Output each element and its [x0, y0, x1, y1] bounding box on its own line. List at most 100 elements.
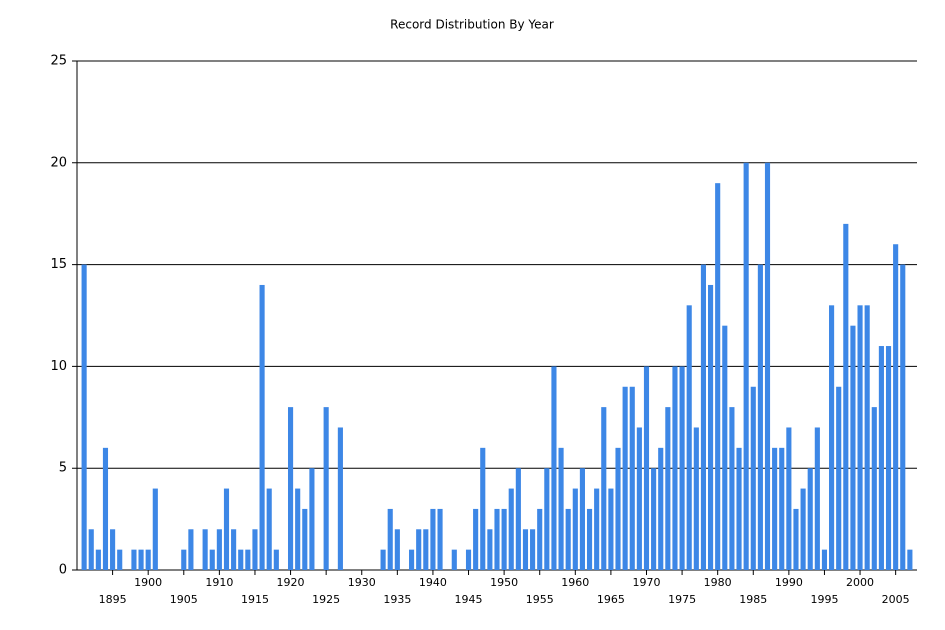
bar: [309, 468, 315, 570]
bar: [843, 223, 849, 570]
bar: [850, 325, 856, 570]
bar: [323, 407, 329, 570]
x-tick-label: 1910: [205, 576, 233, 589]
x-tick-label: 1980: [704, 576, 732, 589]
bar: [686, 305, 692, 570]
bar: [245, 549, 251, 570]
bar: [110, 529, 116, 570]
x-tick-label: 1940: [419, 576, 447, 589]
bar: [893, 244, 899, 571]
bar: [672, 366, 678, 570]
bar: [700, 264, 707, 570]
bar: [764, 162, 771, 571]
bar: [487, 529, 493, 570]
bar: [651, 468, 657, 570]
bar: [871, 407, 877, 570]
bar: [181, 549, 187, 570]
bar: [537, 508, 543, 570]
bar: [829, 305, 835, 570]
bar: [465, 549, 472, 570]
bar: [558, 447, 564, 570]
bar: [715, 183, 721, 570]
y-tick-label: 10: [50, 359, 67, 374]
bar: [216, 529, 222, 570]
x-tick-label: 1945: [455, 593, 483, 606]
bar: [252, 529, 258, 570]
bar: [515, 468, 521, 570]
bar: [131, 549, 137, 570]
bar: [821, 549, 828, 570]
bar: [572, 488, 578, 570]
bar: [757, 264, 763, 570]
bar: [779, 447, 785, 570]
bar: [729, 407, 735, 570]
bar: [707, 284, 714, 570]
bar: [259, 284, 265, 570]
bar: [643, 366, 650, 570]
x-tick-label: 1925: [312, 593, 340, 606]
bar: [266, 488, 272, 570]
bar: [202, 529, 208, 570]
bar: [814, 427, 820, 570]
bar: [857, 305, 863, 570]
bar: [743, 162, 749, 571]
bar: [508, 488, 514, 570]
bar: [736, 447, 742, 570]
bar: [88, 529, 94, 570]
bar: [238, 549, 244, 570]
bar: [231, 529, 237, 570]
bar: [885, 346, 892, 570]
bar: [615, 447, 621, 570]
bar: [394, 529, 400, 570]
bar: [494, 508, 500, 570]
bar: [473, 508, 479, 570]
y-tick-label: 15: [50, 257, 67, 272]
bar: [878, 346, 884, 570]
bar: [530, 529, 536, 570]
bar: [693, 427, 699, 570]
x-tick-label: 1920: [277, 576, 305, 589]
bar: [551, 366, 557, 570]
bar: [295, 488, 301, 570]
bar: [480, 447, 486, 570]
bar: [501, 508, 507, 570]
bar: [772, 447, 778, 570]
bar: [658, 447, 664, 570]
bar: [423, 529, 429, 570]
bar: [409, 549, 415, 570]
x-tick-label: 1970: [632, 576, 660, 589]
x-tick-label: 1985: [739, 593, 767, 606]
bar: [287, 407, 294, 570]
x-tick-label: 1935: [383, 593, 411, 606]
bar: [273, 549, 279, 570]
bar: [807, 468, 813, 570]
bar: [152, 488, 158, 570]
bar: [117, 549, 123, 570]
bar: [750, 386, 756, 570]
bar: [608, 488, 614, 570]
bar: [793, 508, 799, 570]
bar: [594, 488, 600, 570]
bar: [565, 508, 571, 570]
bar: [451, 549, 457, 570]
bar: [188, 529, 194, 570]
bar: [522, 529, 529, 570]
x-tick-label: 2005: [882, 593, 910, 606]
bar: [864, 305, 870, 570]
bar: [601, 407, 607, 570]
bar: [579, 468, 585, 570]
bar: [836, 386, 842, 570]
x-tick-label: 1995: [810, 593, 838, 606]
bar: [387, 508, 393, 570]
bar: [679, 366, 685, 570]
chart-title: Record Distribution By Year: [390, 18, 554, 32]
bar: [145, 549, 151, 570]
bar: [223, 488, 230, 570]
x-tick-label: 1930: [348, 576, 376, 589]
bar: [586, 508, 593, 570]
bar: [380, 549, 386, 570]
x-tick-label: 1905: [170, 593, 198, 606]
bar: [622, 386, 628, 570]
